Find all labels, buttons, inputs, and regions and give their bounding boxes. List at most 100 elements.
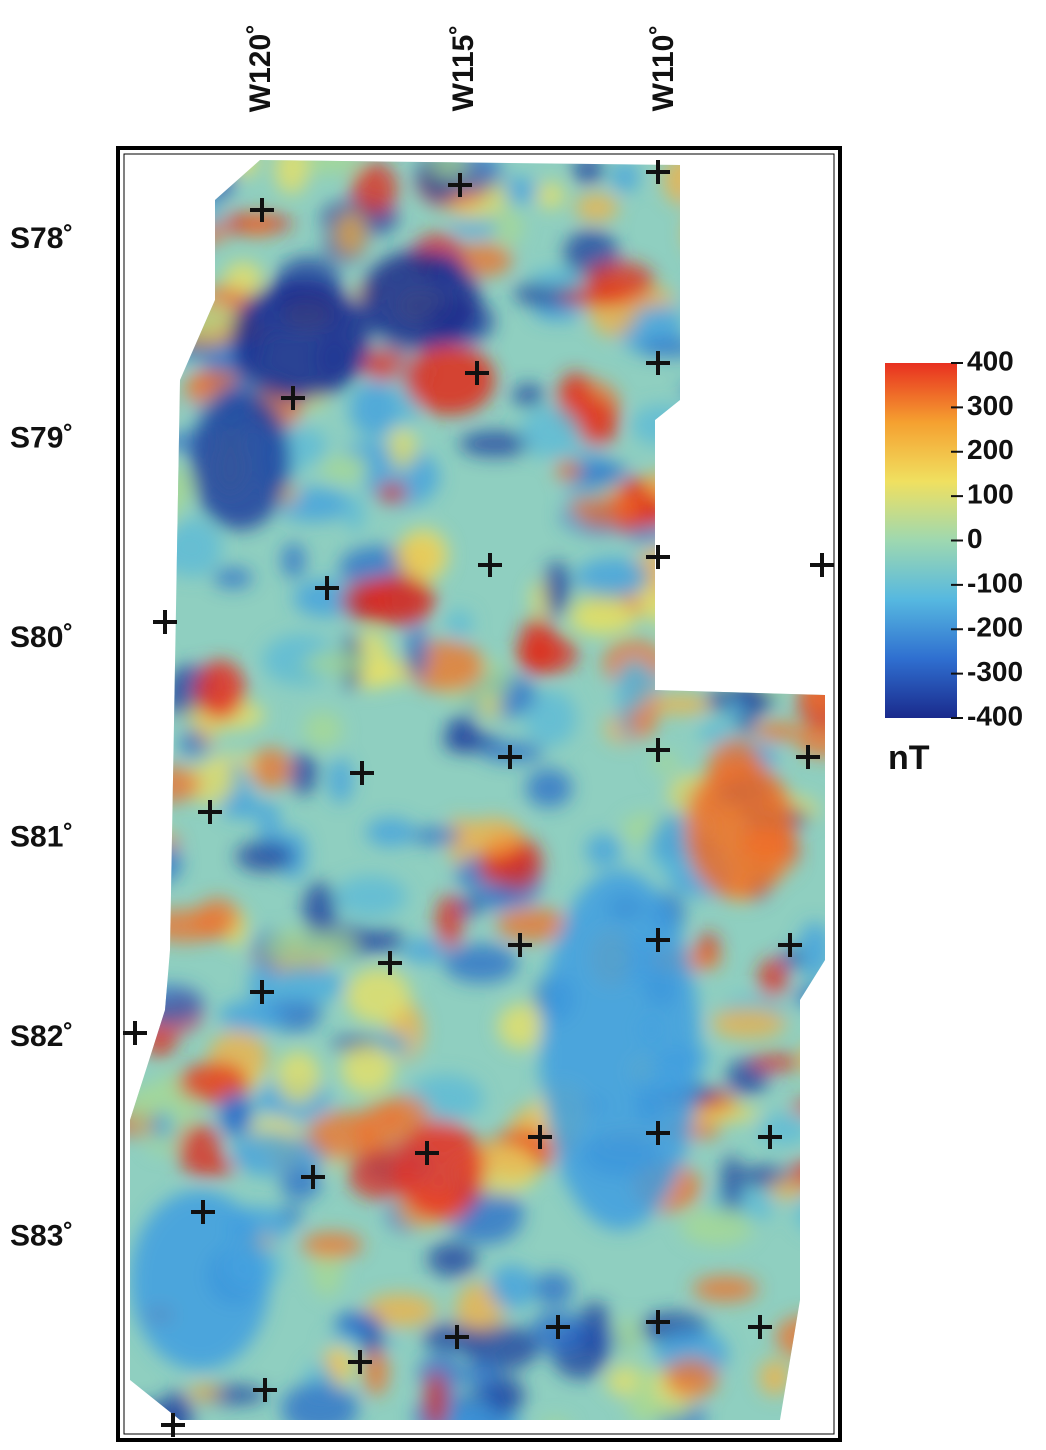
latitude-label: S83˚ — [10, 1219, 73, 1252]
anomaly — [749, 356, 800, 390]
anomaly — [741, 300, 801, 319]
anomaly — [643, 471, 689, 500]
anomaly — [701, 503, 741, 525]
anomaly — [137, 766, 201, 803]
anomaly — [481, 741, 544, 762]
latitude-label: S78˚ — [10, 222, 73, 255]
colorbar-unit: nT — [888, 739, 930, 777]
anomaly — [149, 223, 227, 246]
anomaly — [446, 714, 477, 752]
anomaly — [516, 634, 578, 674]
anomaly — [463, 817, 522, 856]
longitude-label: W110˚ — [647, 25, 680, 112]
anomaly — [754, 590, 777, 645]
anomaly — [536, 182, 564, 209]
anomaly — [307, 1111, 380, 1159]
anomaly — [169, 238, 207, 255]
cross — [123, 1021, 147, 1045]
anomaly — [488, 1265, 535, 1309]
anomaly — [444, 944, 519, 983]
anomaly — [304, 711, 343, 748]
anomaly — [726, 697, 746, 722]
anomaly — [749, 1054, 802, 1071]
anomaly — [614, 1318, 640, 1355]
anomaly — [575, 194, 619, 222]
anomaly — [188, 1384, 220, 1401]
anomaly — [425, 1372, 448, 1429]
anomaly — [219, 1001, 287, 1032]
anomaly — [625, 1400, 692, 1422]
anomaly — [573, 155, 604, 184]
anomaly — [664, 1359, 718, 1399]
anomaly — [711, 1008, 786, 1039]
anomaly — [352, 162, 398, 214]
anomaly — [236, 841, 295, 872]
anomaly — [541, 1419, 572, 1435]
anomaly — [681, 1207, 754, 1246]
anomaly — [743, 191, 821, 215]
anomaly — [276, 1051, 320, 1104]
anomaly — [177, 303, 234, 334]
anomaly — [177, 1123, 221, 1175]
anomaly — [152, 1111, 173, 1140]
anomaly — [405, 345, 495, 415]
colorbar-scale — [885, 363, 957, 718]
anomaly — [498, 1004, 546, 1049]
anomaly — [540, 870, 700, 1230]
anomaly — [188, 371, 238, 390]
anomaly — [714, 487, 766, 529]
anomaly — [240, 797, 263, 819]
anomaly — [162, 519, 222, 577]
anomaly — [262, 977, 338, 998]
anomaly — [350, 381, 401, 437]
anomaly — [582, 261, 654, 302]
anomaly — [475, 883, 518, 910]
anomaly — [446, 610, 473, 638]
anomaly — [124, 783, 177, 800]
anomaly — [230, 280, 370, 400]
latitude-label: S82˚ — [10, 1020, 73, 1053]
anomaly — [778, 262, 803, 284]
anomaly — [180, 729, 205, 758]
anomaly — [806, 412, 852, 467]
anomaly — [774, 555, 824, 590]
anomaly — [616, 658, 653, 710]
anomaly — [329, 758, 353, 803]
anomaly — [158, 1391, 193, 1438]
anomaly — [395, 1120, 485, 1220]
anomaly — [767, 264, 841, 323]
anomaly — [190, 390, 290, 530]
anomaly — [512, 384, 544, 407]
anomaly — [388, 428, 416, 469]
anomaly — [377, 483, 407, 503]
anomaly — [544, 561, 571, 617]
latitude-label: S79˚ — [10, 421, 73, 454]
longitude-label: W115˚ — [447, 25, 480, 112]
anomaly — [692, 174, 744, 221]
anomaly — [685, 760, 795, 900]
anomaly — [780, 156, 833, 183]
anomaly — [626, 526, 677, 545]
anomaly — [163, 198, 224, 242]
anomaly — [364, 1349, 389, 1396]
anomaly — [130, 1190, 270, 1370]
anomaly — [274, 144, 308, 195]
anomaly — [411, 827, 462, 845]
anomaly — [775, 1315, 840, 1359]
anomaly — [521, 406, 581, 459]
anomaly — [335, 212, 367, 256]
anomaly — [406, 624, 428, 679]
anomaly — [142, 824, 165, 862]
anomaly — [96, 531, 166, 590]
anomaly — [341, 1044, 394, 1095]
anomaly — [301, 1232, 363, 1258]
anomaly — [707, 342, 777, 402]
anomaly — [759, 1359, 791, 1395]
anomaly — [690, 280, 714, 323]
anomaly — [346, 968, 411, 1024]
anomaly — [685, 211, 712, 255]
anomaly — [556, 459, 581, 482]
colorbar-tick-label: 300 — [967, 390, 1014, 421]
anomaly — [125, 842, 182, 885]
anomaly — [721, 628, 745, 653]
